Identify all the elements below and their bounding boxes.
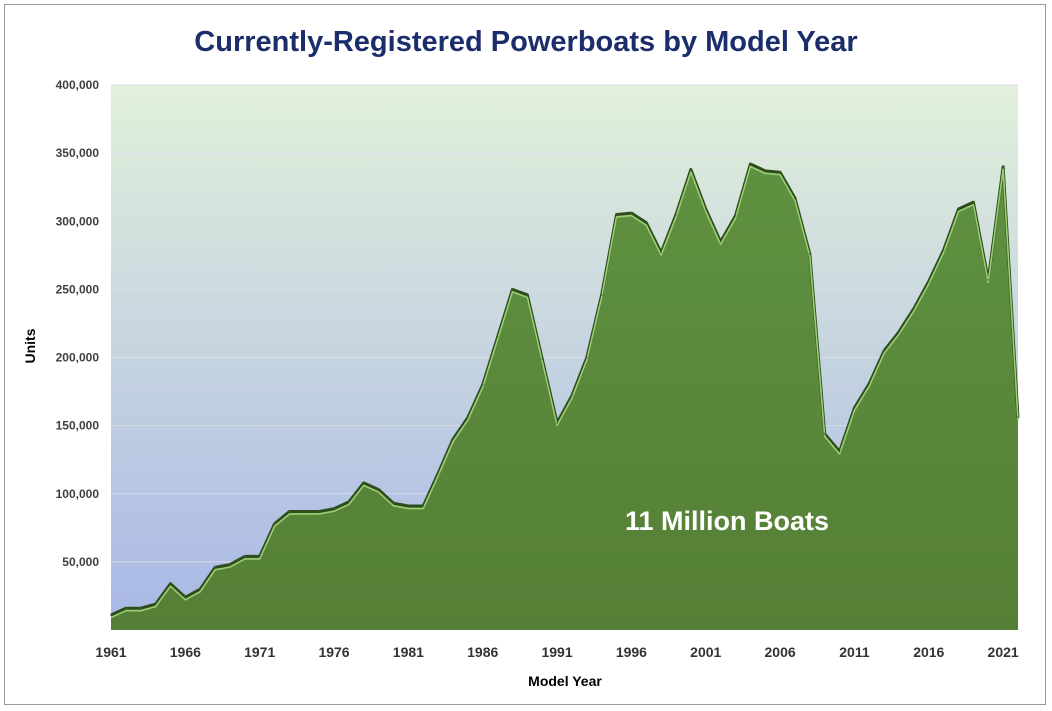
y-tick-label: 350,000 xyxy=(56,146,100,160)
x-tick-label: 1961 xyxy=(95,644,126,660)
data-point xyxy=(690,168,692,171)
data-point xyxy=(125,607,127,609)
data-point xyxy=(571,394,573,397)
data-point xyxy=(318,510,320,513)
data-point xyxy=(838,450,841,453)
area-edge-shadow xyxy=(110,162,1020,617)
data-point xyxy=(258,555,261,558)
y-axis-label: Units xyxy=(22,328,38,363)
data-point xyxy=(630,212,633,214)
data-point xyxy=(333,507,335,510)
data-point xyxy=(957,208,960,210)
data-point xyxy=(229,563,231,566)
data-point xyxy=(660,251,662,254)
data-point xyxy=(154,603,157,605)
x-tick-label: 2006 xyxy=(765,644,796,660)
data-point xyxy=(348,501,350,503)
x-tick-label: 2016 xyxy=(913,644,944,660)
data-point xyxy=(288,510,291,513)
data-point xyxy=(556,422,558,424)
y-tick-label: 250,000 xyxy=(56,282,100,296)
data-point xyxy=(586,356,588,359)
data-point xyxy=(139,607,142,609)
x-tick-label: 1971 xyxy=(244,644,275,660)
x-axis-ticks: 1961 1966 1971 1976 1981 1986 1991 1996 2001 2006… xyxy=(95,644,1018,660)
area-edge-highlight xyxy=(110,165,1019,619)
data-point xyxy=(779,171,781,173)
data-point xyxy=(273,522,276,525)
data-point xyxy=(913,307,915,310)
data-point xyxy=(362,482,365,484)
data-point xyxy=(704,208,707,210)
data-point xyxy=(794,197,796,199)
data-point xyxy=(883,349,885,352)
x-tick-label: 1986 xyxy=(467,644,498,660)
y-tick-label: 400,000 xyxy=(56,78,100,92)
chart-annotation: 11 Million Boats xyxy=(625,506,829,536)
data-point xyxy=(481,383,484,386)
x-tick-label: 1991 xyxy=(541,644,572,660)
y-tick-label: 50,000 xyxy=(62,555,99,569)
data-point xyxy=(467,416,469,419)
x-tick-label: 2021 xyxy=(988,644,1019,660)
x-tick-label: 1981 xyxy=(393,644,424,660)
data-point xyxy=(422,505,425,507)
y-tick-label: 100,000 xyxy=(56,487,100,501)
data-point xyxy=(437,472,439,475)
area-fill xyxy=(111,164,1018,630)
x-tick-label: 1976 xyxy=(318,644,349,660)
x-axis-label: Model Year xyxy=(528,673,602,689)
data-point xyxy=(764,170,767,172)
y-tick-label: 300,000 xyxy=(56,214,100,228)
data-point xyxy=(526,294,529,296)
data-point xyxy=(452,438,454,441)
data-point xyxy=(615,213,618,216)
data-point xyxy=(199,588,202,590)
data-point xyxy=(898,330,900,333)
data-point xyxy=(823,433,826,435)
data-point xyxy=(719,240,722,243)
data-point xyxy=(600,294,603,296)
data-point xyxy=(377,488,380,491)
data-point xyxy=(1017,416,1019,419)
data-point xyxy=(809,253,811,255)
chart-title: Currently-Registered Powerboats by Model… xyxy=(194,26,858,58)
data-point xyxy=(184,596,187,599)
data-point xyxy=(942,249,945,251)
data-point xyxy=(645,221,648,224)
data-point xyxy=(496,336,499,338)
y-tick-label: 150,000 xyxy=(56,419,100,433)
data-point xyxy=(214,566,216,569)
data-point xyxy=(407,505,410,507)
data-point xyxy=(110,614,112,616)
data-point xyxy=(244,555,246,558)
data-point xyxy=(987,279,990,281)
data-point xyxy=(392,502,395,505)
data-point xyxy=(303,510,306,513)
data-point xyxy=(169,582,172,585)
x-tick-label: 2011 xyxy=(839,644,870,660)
data-point xyxy=(1002,165,1004,168)
x-tick-label: 2001 xyxy=(690,644,721,660)
x-tick-label: 1996 xyxy=(616,644,647,660)
data-point xyxy=(853,407,856,409)
area-series xyxy=(110,162,1020,630)
data-point xyxy=(511,288,514,291)
data-point xyxy=(675,213,677,216)
data-point xyxy=(927,280,930,283)
data-point xyxy=(541,358,543,360)
data-point xyxy=(749,163,752,165)
y-axis-ticks: 50,000 100,000 150,000 200,000 250,000 300,00… xyxy=(56,78,100,569)
data-point xyxy=(972,201,975,203)
x-tick-label: 1966 xyxy=(170,644,201,660)
data-point xyxy=(734,215,737,217)
data-point xyxy=(868,382,871,385)
y-tick-label: 200,000 xyxy=(56,351,100,365)
